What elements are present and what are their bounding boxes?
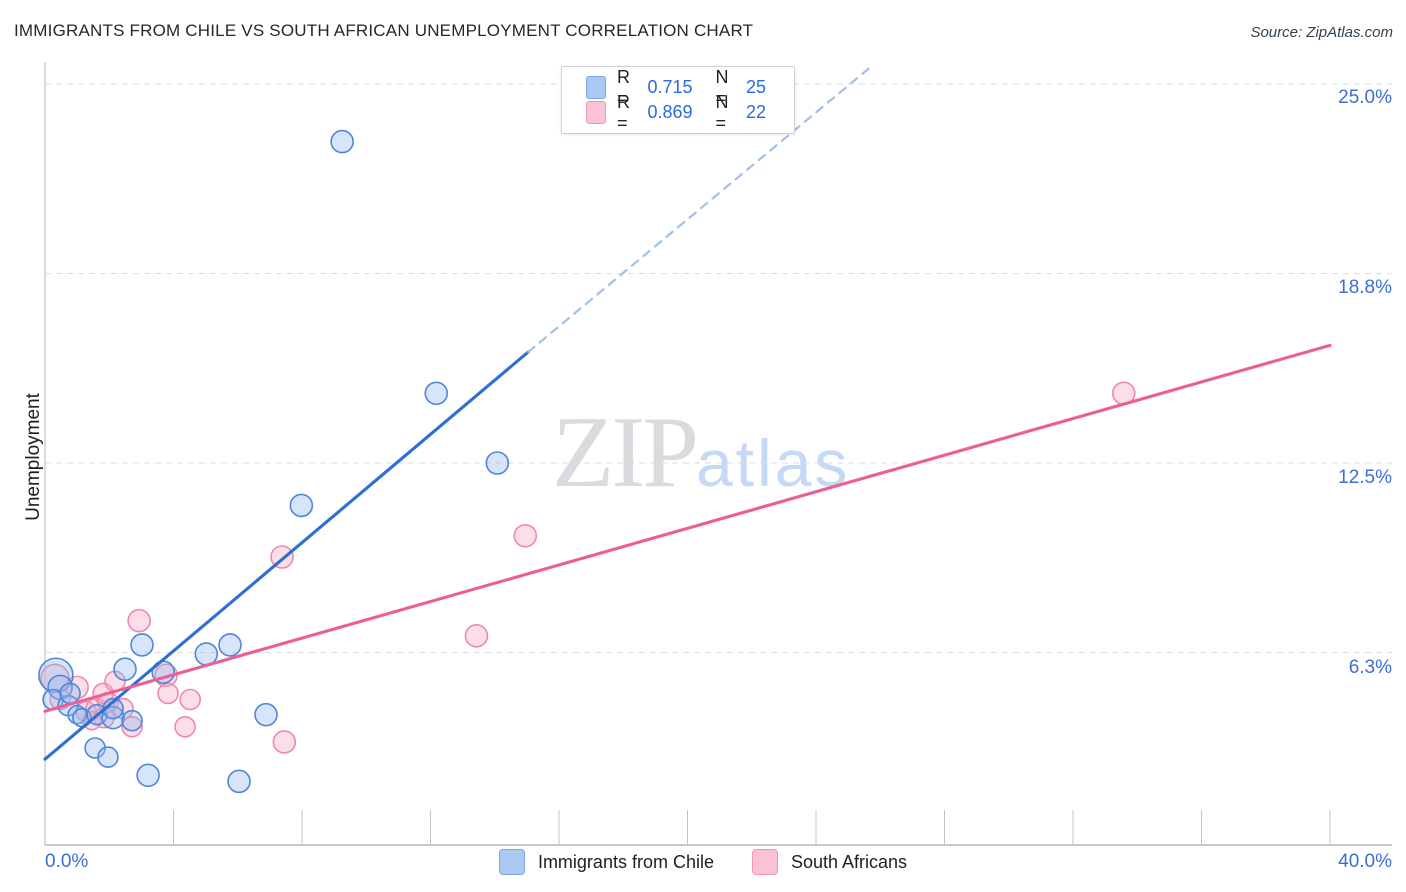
scatter-point-south-africans[interactable] <box>179 688 202 711</box>
y-tick-label-25: 25.0% <box>1338 87 1392 108</box>
r-label: R = <box>617 91 631 133</box>
y-tick-label-6-3: 6.3% <box>1348 657 1392 678</box>
scatter-point-chile[interactable] <box>485 451 510 475</box>
scatter-point-chile[interactable] <box>136 763 160 788</box>
correlation-legend: R = 0.715 N = 25 R = 0.869 N = 22 <box>561 66 795 134</box>
scatter-point-south-africans[interactable] <box>174 715 196 738</box>
legend-item-label: South Africans <box>790 851 908 872</box>
n-label: N = <box>715 66 729 108</box>
x-max-label: 40.0% <box>1338 851 1392 872</box>
scatter-point-south-africans[interactable] <box>464 624 489 648</box>
n-value: 25 <box>746 77 767 97</box>
scatter-point-chile[interactable] <box>330 129 354 154</box>
chile-trend-line <box>43 350 530 761</box>
scatter-point-south-africans[interactable] <box>157 682 179 705</box>
r-value: 0.869 <box>647 102 693 122</box>
scatter-point-south-africans[interactable] <box>272 730 297 754</box>
x-min-label: 0.0% <box>45 851 89 872</box>
y-tick-label-12-5: 12.5% <box>1338 467 1392 488</box>
legend-row-chile: R = 0.715 N = 25 <box>586 67 794 108</box>
scatter-point-chile[interactable] <box>113 657 137 681</box>
legend-item-label: Immigrants from Chile <box>537 851 714 872</box>
scatter-point-south-africans[interactable] <box>121 715 143 738</box>
pink-series-swatch <box>586 101 607 124</box>
blue-series-swatch <box>586 76 607 99</box>
pink-series-swatch <box>751 849 778 875</box>
legend-row-south-africans: R = 0.869 N = 22 <box>586 92 794 133</box>
scatter-point-chile[interactable] <box>97 746 119 768</box>
y-tick-label-18-8: 18.8% <box>1338 277 1392 298</box>
scatter-point-south-africans[interactable] <box>127 608 151 633</box>
scatter-point-chile[interactable] <box>227 769 251 794</box>
source-credit: Source: ZipAtlas.com <box>1250 24 1393 41</box>
series-legend: Immigrants from Chile South Africans <box>0 849 1406 875</box>
scatter-point-chile[interactable] <box>101 705 125 730</box>
scatter-point-chile[interactable] <box>254 702 278 727</box>
scatter-point-chile[interactable] <box>289 493 314 518</box>
chile-trend-line-extension <box>527 63 875 354</box>
scatter-point-south-africans[interactable] <box>513 523 538 548</box>
blue-series-swatch <box>498 849 525 875</box>
scatter-point-chile[interactable] <box>218 633 242 657</box>
legend-item-chile: Immigrants from Chile <box>498 849 714 875</box>
scatter-point-chile[interactable] <box>38 657 74 694</box>
r-label: R = <box>617 66 631 108</box>
south-africans-trend-line <box>43 343 1332 713</box>
r-value: 0.715 <box>647 77 693 97</box>
n-label: N = <box>715 91 729 133</box>
legend-item-south-africans: South Africans <box>751 849 908 875</box>
scatter-point-chile[interactable] <box>130 633 154 657</box>
scatter-point-chile[interactable] <box>121 709 143 732</box>
scatter-point-chile[interactable] <box>424 381 449 406</box>
n-value: 22 <box>746 102 767 122</box>
chart-title: IMMIGRANTS FROM CHILE VS SOUTH AFRICAN U… <box>14 21 754 40</box>
scatter-point-chile[interactable] <box>59 682 81 705</box>
